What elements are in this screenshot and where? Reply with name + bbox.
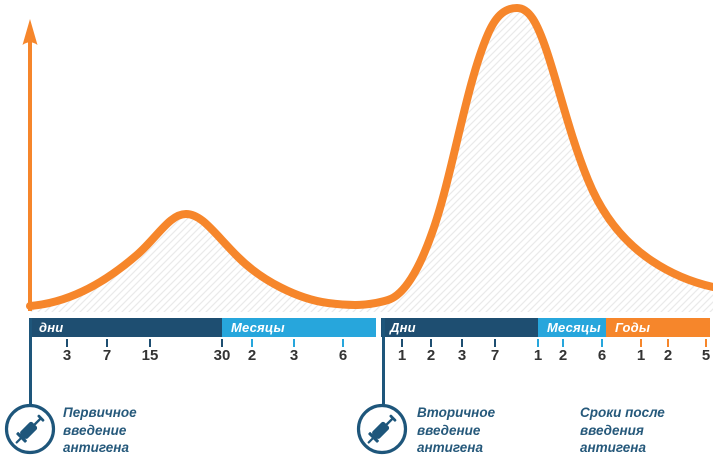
axis-tick bbox=[494, 339, 496, 347]
axis-tick-label: 3 bbox=[289, 347, 299, 364]
timeframe-label: Сроки после введения антигена bbox=[580, 405, 665, 455]
axis-tick bbox=[430, 339, 432, 347]
axis-tick-label: 6 bbox=[597, 347, 607, 364]
axis-tick bbox=[293, 339, 295, 347]
axis-tick-label: 7 bbox=[490, 347, 500, 364]
y-axis-arrowhead-icon bbox=[22, 19, 38, 45]
axis-tick-label: 2 bbox=[426, 347, 436, 364]
axis-tick-label: 7 bbox=[102, 347, 112, 364]
axis-tick-label: 2 bbox=[247, 347, 257, 364]
axis-segment: Месяцы bbox=[538, 318, 606, 337]
area-under-curve bbox=[30, 8, 713, 312]
syringe-icon bbox=[4, 403, 56, 455]
axis-tick bbox=[221, 339, 223, 347]
axis-tick-label: 6 bbox=[338, 347, 348, 364]
axis-segment-label: Дни bbox=[390, 320, 416, 335]
axis-tick bbox=[705, 339, 707, 347]
axis-tick-label: 2 bbox=[558, 347, 568, 364]
axis-tick bbox=[342, 339, 344, 347]
axis-tick bbox=[667, 339, 669, 347]
axis-tick bbox=[251, 339, 253, 347]
axis-segment-label: Годы bbox=[615, 320, 651, 335]
annotation-connector-line bbox=[381, 318, 385, 404]
secondary-syringe-badge bbox=[356, 403, 408, 455]
response-curve-canvas bbox=[22, 3, 713, 312]
axis-segment-label: дни bbox=[39, 320, 64, 335]
axis-tick bbox=[537, 339, 539, 347]
axis-tick bbox=[562, 339, 564, 347]
response-curve bbox=[26, 3, 713, 310]
axis-tick-label: 5 bbox=[701, 347, 711, 364]
axis-segment: Годы bbox=[606, 318, 710, 337]
axis-tick bbox=[601, 339, 603, 347]
axis-tick-label: 1 bbox=[533, 347, 543, 364]
axis-tick bbox=[401, 339, 403, 347]
axis-tick-label: 15 bbox=[141, 347, 159, 364]
axis-tick-label: 1 bbox=[397, 347, 407, 364]
primary-injection-label: Первичное введение антигена bbox=[63, 405, 137, 455]
axis-tick bbox=[149, 339, 151, 347]
axis-segment: Дни bbox=[381, 318, 538, 337]
axis-segment: дни bbox=[30, 318, 222, 337]
axis-segment: Месяцы bbox=[222, 318, 376, 337]
axis-tick bbox=[461, 339, 463, 347]
axis-tick-label: 30 bbox=[213, 347, 231, 364]
annotation-connector-line bbox=[28, 318, 32, 404]
axis-tick bbox=[66, 339, 68, 347]
primary-syringe-badge bbox=[4, 403, 56, 455]
axis-segment-label: Месяцы bbox=[547, 320, 601, 335]
axis-tick bbox=[106, 339, 108, 347]
axis-tick-label: 3 bbox=[62, 347, 72, 364]
axis-tick bbox=[640, 339, 642, 347]
axis-tick-label: 3 bbox=[457, 347, 467, 364]
axis-segment-label: Месяцы bbox=[231, 320, 285, 335]
syringe-icon bbox=[356, 403, 408, 455]
axis-tick-label: 1 bbox=[636, 347, 646, 364]
axis-tick-label: 2 bbox=[663, 347, 673, 364]
secondary-injection-label: Вторичное введение антигена bbox=[417, 405, 496, 455]
